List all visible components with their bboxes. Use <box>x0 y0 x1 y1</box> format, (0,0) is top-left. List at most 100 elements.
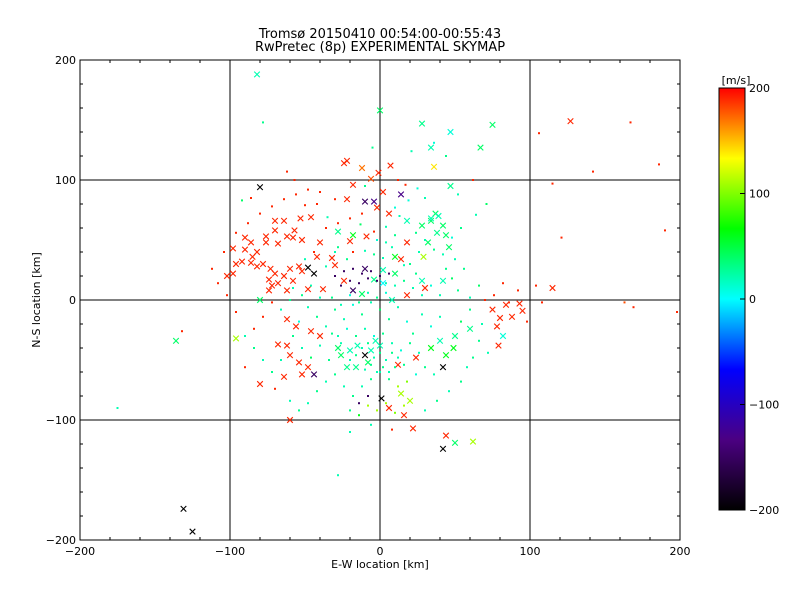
data-point-dot <box>253 347 255 349</box>
data-point-cross <box>259 260 267 268</box>
data-point-dot <box>517 289 519 292</box>
data-point-cross <box>439 222 447 229</box>
data-point-dot <box>526 320 528 323</box>
data-point-cross <box>238 258 246 265</box>
data-point-cross <box>286 416 294 424</box>
data-point-dot <box>424 239 426 241</box>
data-point-dot <box>436 399 438 402</box>
data-point-cross <box>286 352 294 359</box>
data-point-dot <box>439 315 441 318</box>
data-point-dot <box>313 251 315 253</box>
data-point-dot <box>367 291 369 294</box>
data-point-dot <box>334 275 336 277</box>
colorbar-tick-label: −200 <box>749 504 779 517</box>
data-point-dot <box>379 308 381 311</box>
data-point-dot <box>418 251 420 253</box>
data-point-dot <box>337 246 339 249</box>
data-point-dot <box>484 299 486 301</box>
data-point-cross <box>493 323 501 330</box>
data-point-dot <box>421 294 423 297</box>
data-point-dot <box>310 356 312 359</box>
data-point-cross <box>337 352 345 359</box>
data-point-cross <box>313 253 321 260</box>
data-point-dot <box>416 187 419 190</box>
data-point-cross <box>477 144 484 151</box>
data-point-dot <box>349 294 351 297</box>
data-point-dot <box>623 301 626 304</box>
data-point-cross <box>412 354 420 361</box>
data-point-dot <box>629 121 632 124</box>
data-point-dot <box>349 279 351 282</box>
data-point-dot <box>304 204 306 207</box>
data-point-dot <box>658 163 660 166</box>
data-point-dot <box>319 191 321 193</box>
data-point-dot <box>331 296 333 299</box>
data-point-cross <box>373 204 381 211</box>
data-point-cross <box>352 364 360 371</box>
data-point-cross <box>253 248 261 256</box>
data-point-dot <box>250 197 252 199</box>
data-point-dot <box>445 267 447 270</box>
data-point-cross <box>283 233 291 240</box>
data-point-dot <box>352 267 354 270</box>
data-point-dot <box>424 409 426 412</box>
data-point-cross <box>379 266 387 274</box>
data-point-dot <box>430 325 432 328</box>
chart-subtitle: RwPretec (8p) EXPERIMENTAL SKYMAP <box>255 40 505 55</box>
data-point-cross <box>420 253 427 260</box>
data-point-dot <box>367 404 369 407</box>
data-point-cross <box>289 277 297 284</box>
data-point-dot <box>211 267 213 270</box>
data-point-cross <box>394 361 402 368</box>
data-point-cross <box>361 198 369 205</box>
data-point-dot <box>451 236 453 239</box>
data-point-dot <box>404 183 407 186</box>
data-point-dot <box>475 213 477 216</box>
data-point-cross <box>502 301 510 308</box>
data-point-cross <box>418 120 426 127</box>
data-point-cross <box>247 239 255 246</box>
data-point-dot <box>412 332 414 335</box>
data-point-cross <box>271 270 279 277</box>
data-point-cross <box>367 347 375 354</box>
data-point-cross <box>274 240 282 247</box>
data-point-cross <box>265 287 273 294</box>
data-point-dot <box>379 351 381 354</box>
data-point-cross <box>442 232 450 239</box>
grid-lines <box>80 60 680 540</box>
data-point-dot <box>373 356 375 359</box>
data-point-dot <box>316 315 318 318</box>
data-point-cross <box>469 438 477 445</box>
data-point-dot <box>337 474 339 477</box>
y-tick-label: −100 <box>46 414 76 427</box>
data-point-dot <box>292 287 294 289</box>
data-point-dot <box>343 270 345 273</box>
data-point-cross <box>268 282 276 289</box>
data-point-dot <box>409 263 411 265</box>
data-point-cross <box>403 239 411 246</box>
data-point-cross <box>387 162 394 169</box>
data-point-dot <box>331 332 333 335</box>
data-point-dot <box>262 315 264 318</box>
data-point-cross <box>358 290 366 298</box>
data-point-dot <box>460 227 462 229</box>
data-point-cross <box>349 232 357 239</box>
data-point-dot <box>394 206 396 209</box>
data-point-cross <box>427 144 435 151</box>
data-point-dot <box>364 368 366 371</box>
data-point-dot <box>247 222 249 225</box>
data-point-cross <box>466 325 474 332</box>
data-point-dot <box>301 294 303 297</box>
data-point-dot <box>262 359 264 361</box>
data-point-cross <box>418 222 426 229</box>
data-point-dot <box>337 335 339 337</box>
data-point-cross <box>424 239 432 246</box>
data-point-dot <box>382 332 384 335</box>
y-axis-label: N-S location [km] <box>30 252 43 348</box>
data-point-cross <box>280 272 288 280</box>
chart-title: Tromsø 20150410 00:54:00-00:55:43 <box>258 27 501 42</box>
data-point-dot <box>376 371 378 373</box>
data-point-dot <box>289 399 291 402</box>
data-point-cross <box>253 263 261 270</box>
colorbar-ticks: −200 −100 0 100 200 <box>740 82 779 517</box>
